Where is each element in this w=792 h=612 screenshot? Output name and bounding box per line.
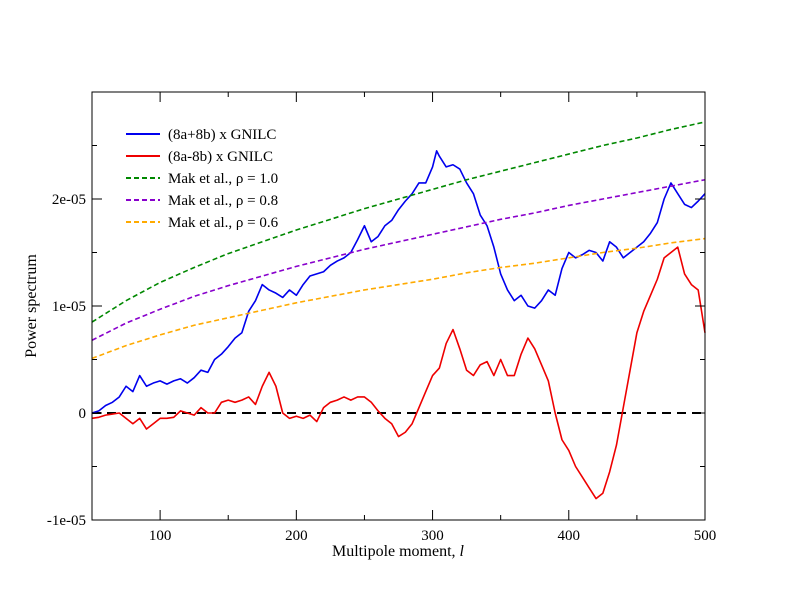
y-tick-label: 0 bbox=[79, 406, 87, 422]
series-line-2 bbox=[91, 246, 706, 500]
axis-tick-labels: 100 200 300 400 500 -1e-05 0 1e-05 2e-05 bbox=[47, 192, 716, 544]
legend-label-4: Mak et al., ρ = 0.8 bbox=[168, 193, 278, 209]
x-axis-title: Multipole moment, l bbox=[332, 543, 465, 560]
legend-label-1: (8a+8b) x GNILC bbox=[168, 127, 276, 143]
y-axis-title: Power spectrum bbox=[23, 254, 40, 358]
legend-label-2: (8a-8b) x GNILC bbox=[168, 149, 273, 165]
y-tick-label: -1e-05 bbox=[47, 513, 86, 529]
x-axis-title-text: Multipole moment, bbox=[332, 543, 460, 560]
x-tick-label: 300 bbox=[421, 528, 444, 544]
series-line-1 bbox=[91, 150, 706, 414]
series-line-5 bbox=[91, 237, 706, 360]
y-tick-label: 2e-05 bbox=[52, 192, 86, 208]
plot-lines bbox=[91, 121, 706, 500]
y-tick-label: 1e-05 bbox=[52, 299, 86, 315]
legend: (8a+8b) x GNILC (8a-8b) x GNILC Mak et al.… bbox=[126, 127, 279, 231]
x-tick-label: 100 bbox=[149, 528, 172, 544]
legend-label-5: Mak et al., ρ = 0.6 bbox=[168, 215, 279, 231]
x-tick-label: 200 bbox=[285, 528, 308, 544]
x-tick-label: 500 bbox=[694, 528, 717, 544]
legend-label-3: Mak et al., ρ = 1.0 bbox=[168, 171, 278, 187]
x-tick-label: 400 bbox=[558, 528, 581, 544]
series-line-4 bbox=[91, 178, 706, 341]
axis-ticks bbox=[91, 92, 706, 521]
series-line-3 bbox=[91, 121, 706, 323]
x-axis-title-variable: l bbox=[460, 543, 465, 560]
